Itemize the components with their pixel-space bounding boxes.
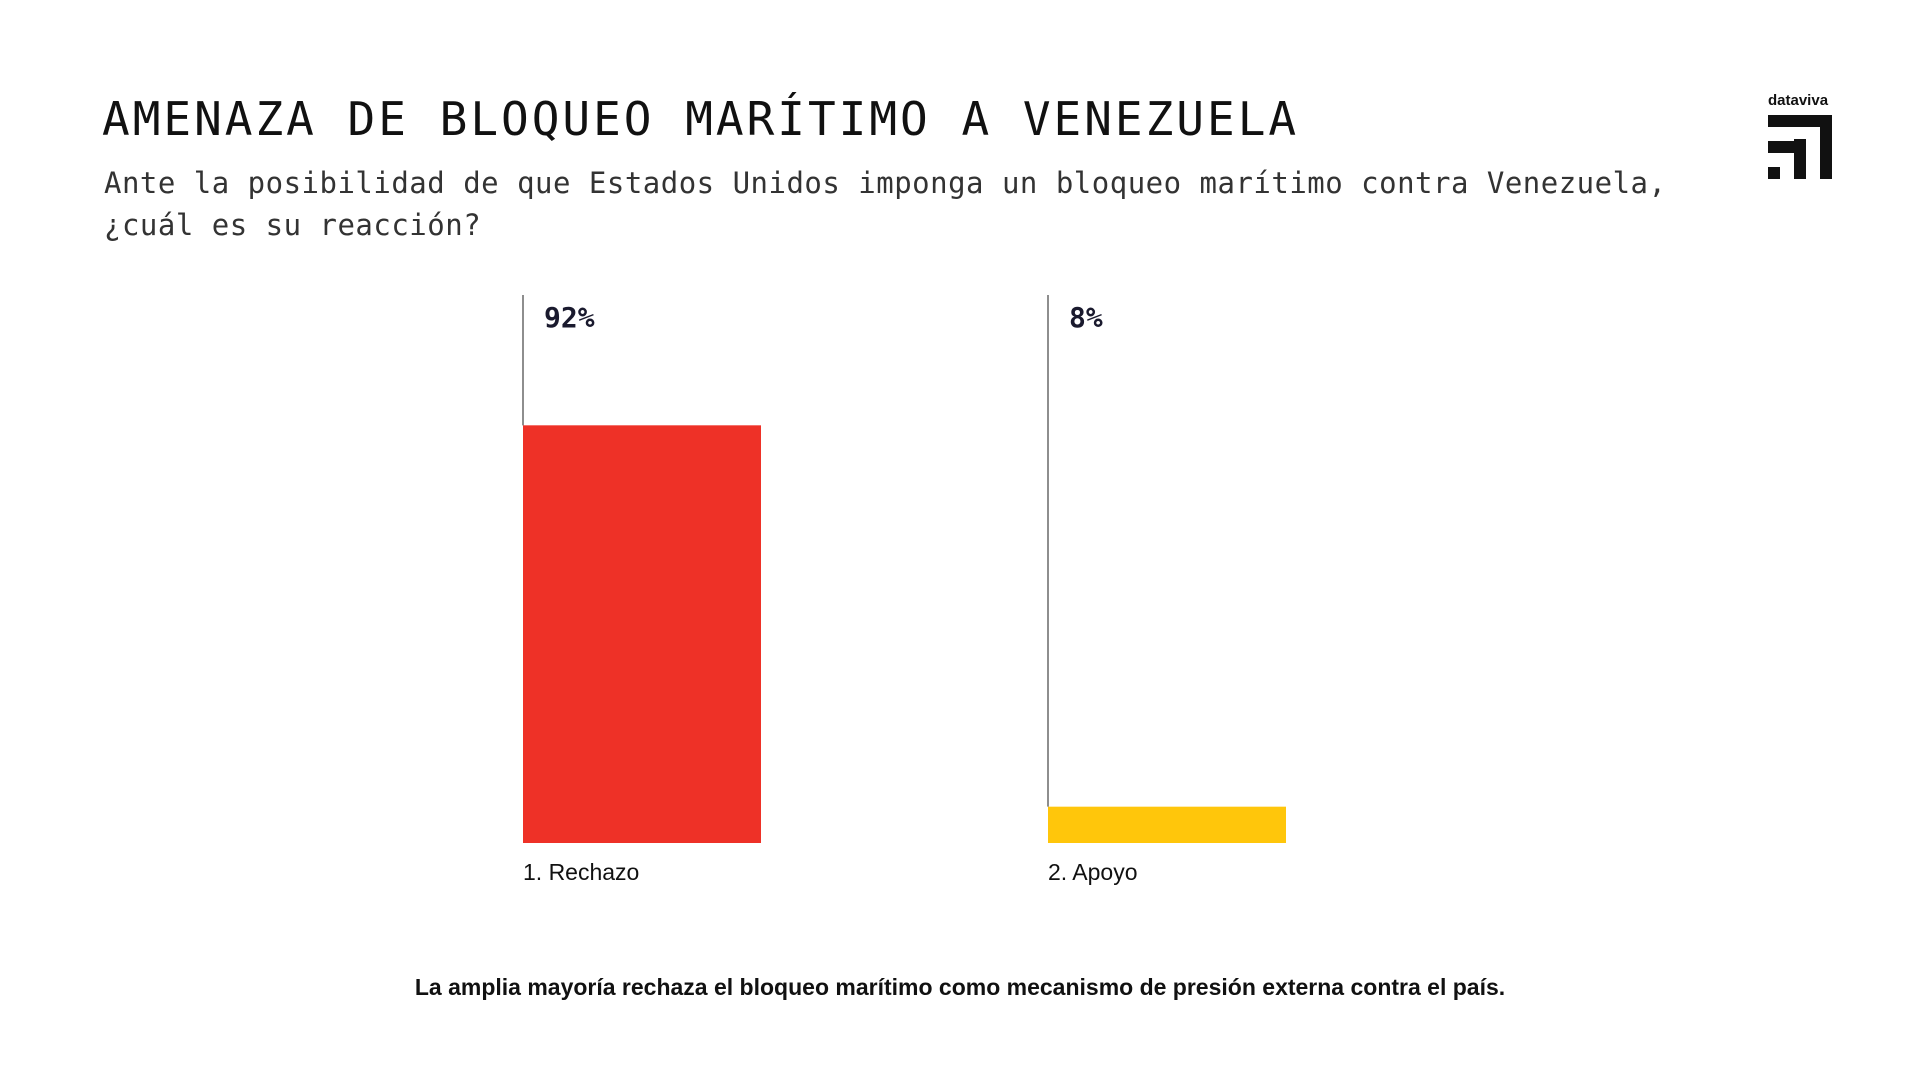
subtitle-line-2: ¿cuál es su reacción? [104, 208, 482, 242]
logo-text: dataviva [1768, 92, 1829, 109]
category-label-2: 2. Apoyo [1048, 859, 1138, 885]
chart-subtitle: Ante la posibilidad de que Estados Unido… [104, 162, 1704, 246]
bar-2 [1048, 806, 1286, 843]
value-label-1: 92% [544, 301, 595, 334]
bar-chart: 92% 1. Rechazo 8% 2. Apoyo [522, 295, 1286, 885]
bars-layer: 92% 1. Rechazo 8% 2. Apoyo [522, 295, 1286, 885]
value-label-2: 8% [1069, 301, 1103, 334]
chart-footnote: La amplia mayoría rechaza el bloqueo mar… [414, 974, 1506, 1000]
dataviva-mark-icon [1768, 115, 1832, 179]
chart-title: AMENAZA DE BLOQUEO MARÍTIMO A VENEZUELA [102, 92, 1300, 146]
dataviva-logo: dataviva [1768, 92, 1840, 184]
subtitle-line-1: Ante la posibilidad de que Estados Unido… [104, 166, 1667, 200]
bar-1 [523, 425, 761, 843]
category-label-1: 1. Rechazo [523, 859, 639, 885]
